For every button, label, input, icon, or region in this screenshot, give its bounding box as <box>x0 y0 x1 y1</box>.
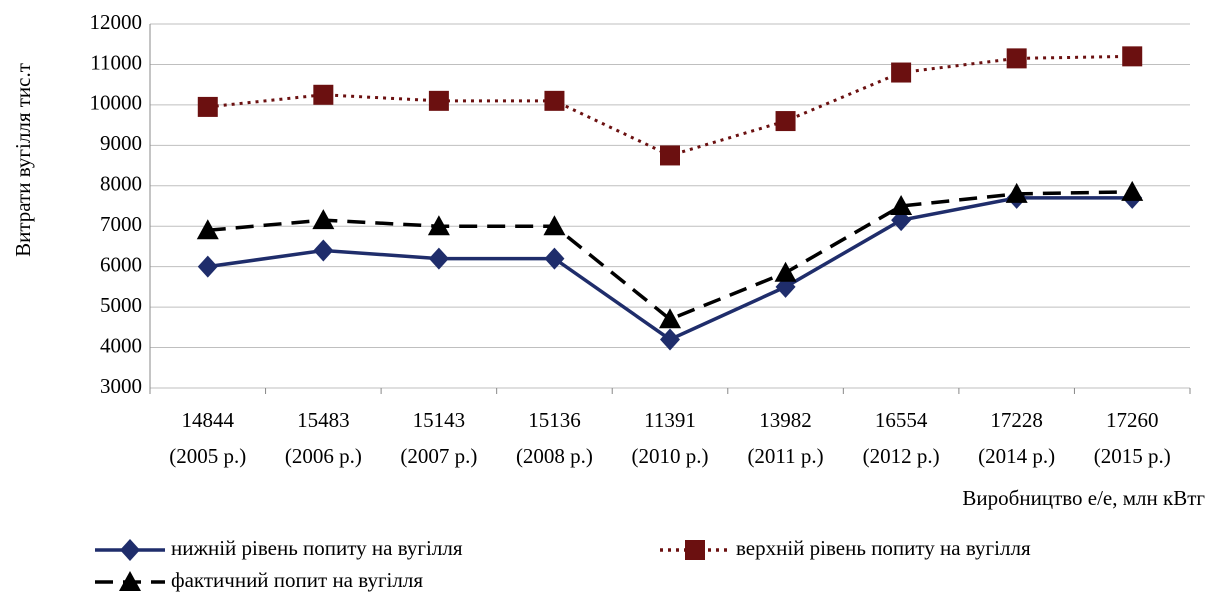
y-tick-label: 7000 <box>100 212 142 236</box>
x-tick-label: (2010 р.) <box>632 444 709 468</box>
x-axis-title: Виробництво е/е, млн кВтг <box>962 486 1205 510</box>
data-point <box>427 215 450 236</box>
y-tick-label: 8000 <box>100 172 142 196</box>
series-line <box>207 54 1133 158</box>
data-point <box>197 96 218 117</box>
legend-marker <box>685 540 705 560</box>
y-tick-label: 6000 <box>100 252 142 276</box>
data-point <box>891 62 912 83</box>
series-line <box>207 190 1133 322</box>
data-point <box>196 219 219 240</box>
data-point <box>1121 180 1144 201</box>
data-point <box>312 209 335 230</box>
data-point <box>197 255 218 278</box>
data-point <box>660 145 680 166</box>
data-point <box>659 308 681 329</box>
x-tick-label: 15136 <box>528 408 581 432</box>
data-point <box>1005 182 1028 203</box>
x-tick-label: 17260 <box>1106 408 1159 432</box>
data-point <box>428 90 449 111</box>
data-point <box>1006 48 1027 69</box>
legend-label: нижній рівень попиту на вугілля <box>171 536 463 560</box>
y-tick-label: 9000 <box>100 131 142 155</box>
y-tick-label: 10000 <box>90 91 143 115</box>
legend-label: верхній рівень попиту на вугілля <box>736 536 1031 560</box>
y-tick-label: 4000 <box>100 333 142 357</box>
x-tick-label: 16554 <box>875 408 928 432</box>
data-point <box>428 247 449 270</box>
y-tick-label: 3000 <box>100 374 142 398</box>
x-tick-label: 13982 <box>759 408 812 432</box>
data-point <box>775 111 796 132</box>
legend-marker <box>120 539 140 561</box>
x-tick-label: (2006 р.) <box>285 444 362 468</box>
x-tick-label: (2007 р.) <box>400 444 477 468</box>
data-point <box>313 84 334 105</box>
y-axis-title: Витрати вугілля тис.т <box>11 63 35 257</box>
x-tick-label: (2011 р.) <box>747 444 823 468</box>
y-tick-label: 11000 <box>90 50 142 74</box>
x-tick-label: 15143 <box>413 408 466 432</box>
x-tick-label: 15483 <box>297 408 350 432</box>
data-point <box>1122 46 1143 67</box>
legend-label: фактичний попит на вугілля <box>171 568 423 592</box>
legend-marker <box>119 571 141 591</box>
x-tick-label: (2008 р.) <box>516 444 593 468</box>
x-tick-label: 14844 <box>182 408 235 432</box>
data-point <box>543 215 566 236</box>
x-tick-label: (2015 р.) <box>1094 444 1171 468</box>
x-tick-label: 17228 <box>990 408 1043 432</box>
x-tick-label: 11391 <box>644 408 696 432</box>
x-tick-label: (2014 р.) <box>978 444 1055 468</box>
data-point <box>774 261 797 282</box>
y-tick-label: 5000 <box>100 293 142 317</box>
y-tick-label: 12000 <box>90 10 143 34</box>
data-point <box>660 328 680 351</box>
data-point <box>313 239 334 262</box>
x-tick-label: (2012 р.) <box>863 444 940 468</box>
data-point <box>890 195 913 215</box>
data-point <box>544 90 565 111</box>
x-tick-label: (2005 р.) <box>169 444 246 468</box>
data-point <box>544 247 565 270</box>
